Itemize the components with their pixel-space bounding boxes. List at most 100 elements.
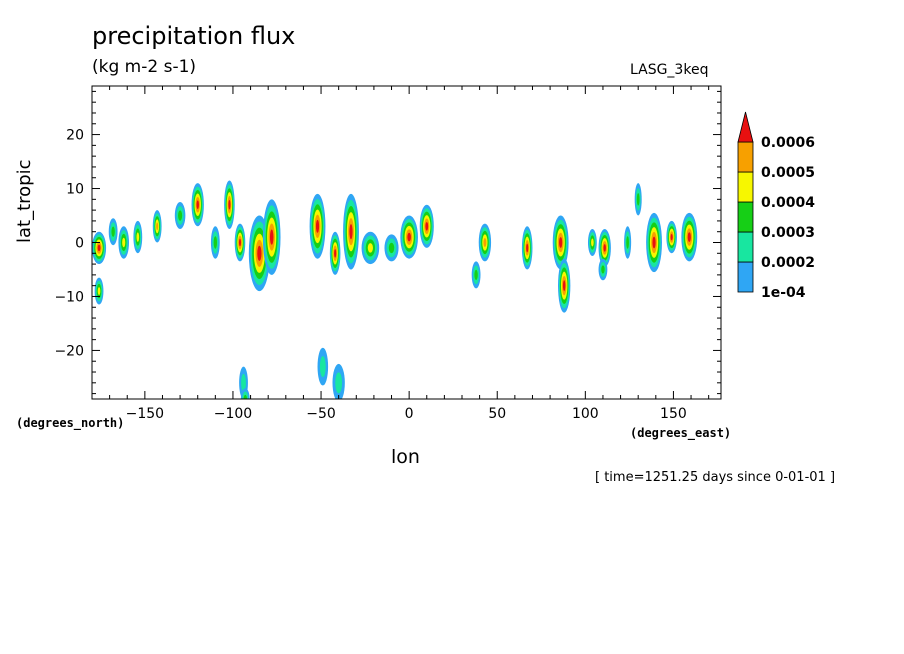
precip-cell <box>521 226 533 270</box>
x-tick-label: 50 <box>488 406 506 422</box>
precip-contour-level-5 <box>526 243 529 253</box>
colorbar-label: 0.0003 <box>761 225 815 241</box>
precip-contour-level-5 <box>407 232 411 242</box>
y-tick-label: 20 <box>66 128 84 144</box>
precip-cell <box>248 215 270 292</box>
precip-contour-level-2 <box>178 210 183 221</box>
precip-cell <box>419 204 434 248</box>
precip-cell <box>646 212 662 273</box>
precip-cell <box>174 202 186 230</box>
precip-cell <box>384 234 399 262</box>
precip-cell <box>309 193 326 259</box>
x-tick-label: −50 <box>306 406 336 422</box>
precip-cell <box>343 193 359 270</box>
y-tick-label: −10 <box>54 289 84 305</box>
precip-contour-level-5 <box>228 199 231 210</box>
precip-cell <box>224 180 235 230</box>
precip-contour-level-5 <box>652 236 656 249</box>
x-tick-label: 100 <box>572 406 599 422</box>
x-tick-label: −150 <box>126 406 164 422</box>
precip-cell <box>400 215 418 259</box>
colorbar-label: 0.0004 <box>761 195 815 211</box>
precip-contour-level-5 <box>257 245 262 261</box>
colorbar-label: 1e-04 <box>761 285 806 301</box>
time-annotation: [ time=1251.25 days since 0-01-01 ] <box>595 470 836 485</box>
x-tick-label: 150 <box>660 406 687 422</box>
precip-contour-level-5 <box>603 244 606 252</box>
colorbar-swatch <box>737 231 754 263</box>
precip-contour-level-5 <box>97 244 101 252</box>
precip-cell <box>598 258 608 281</box>
colorbar-swatch <box>737 141 754 173</box>
y-axis-units: (degrees_north) <box>16 416 125 430</box>
precip-contour-level-5 <box>559 237 563 248</box>
colorbar-extend-arrow <box>737 111 754 143</box>
precip-cell <box>94 277 104 305</box>
precip-cell <box>552 215 569 270</box>
precip-contour-level-5 <box>269 229 274 245</box>
x-axis-units: (degrees_east) <box>630 426 732 440</box>
precip-contour-level-1 <box>335 372 343 394</box>
precip-contour-level-4 <box>156 222 159 231</box>
precip-cell <box>262 199 281 275</box>
precip-cell <box>681 212 698 262</box>
precip-cell <box>152 210 162 243</box>
precip-contour-level-3 <box>97 287 101 296</box>
precip-contour-level-3 <box>136 232 140 242</box>
colorbar-swatch <box>737 261 754 293</box>
precip-contour-level-2 <box>111 226 115 237</box>
precip-cell <box>471 261 481 289</box>
chart-title: precipitation flux <box>92 22 296 50</box>
precip-cell <box>332 363 345 399</box>
precip-contour-level-2 <box>388 242 395 254</box>
precip-cell <box>210 226 220 259</box>
precip-cell <box>317 347 329 386</box>
colorbar: 1e-04 0.0002 0.0003 0.0004 0.0005 0.0006 <box>737 111 815 301</box>
colorbar-label: 0.0002 <box>761 255 815 271</box>
precip-cell <box>133 220 143 254</box>
precip-cell <box>92 231 107 265</box>
y-tick-label: −20 <box>54 343 84 359</box>
precip-cell <box>598 229 611 267</box>
precip-contour-level-3 <box>367 243 373 253</box>
plot-area <box>92 180 698 399</box>
colorbar-label: 0.0005 <box>761 165 815 181</box>
precip-contour-level-5 <box>687 232 691 242</box>
precip-cell <box>191 183 204 227</box>
precip-contour-level-5 <box>425 221 429 231</box>
precip-cell <box>478 223 492 262</box>
precip-contour-level-5 <box>315 219 320 233</box>
precip-contour-level-5 <box>196 200 199 210</box>
precip-contour-level-2 <box>213 236 218 249</box>
precip-contour-level-3 <box>591 238 594 247</box>
precip-contour-level-3 <box>122 237 126 248</box>
x-tick-label: −100 <box>214 406 252 422</box>
colorbar-swatch <box>737 201 754 233</box>
precip-cell <box>634 183 642 216</box>
precip-cell <box>234 223 246 262</box>
precip-cell <box>329 231 341 275</box>
precip-contour-level-2 <box>601 265 605 274</box>
precip-cell <box>240 388 250 399</box>
precip-cell <box>666 220 677 254</box>
colorbar-swatch <box>737 171 754 203</box>
precip-cell <box>118 226 129 259</box>
precip-cell <box>108 218 118 246</box>
precip-cell <box>587 229 597 256</box>
y-tick-label: 10 <box>66 182 84 198</box>
precip-contour-level-2 <box>626 236 629 249</box>
y-tick-label: 0 <box>75 236 84 252</box>
precip-contour-level-4 <box>483 238 487 247</box>
precip-cell <box>624 226 632 259</box>
x-axis-label: lon <box>391 446 420 468</box>
precip-contour-level-1 <box>241 373 246 392</box>
precip-contour-level-2 <box>636 193 640 206</box>
precip-contour-level-5 <box>334 248 337 258</box>
x-tick-label: 0 <box>405 406 414 422</box>
chart-units: (kg m-2 s-1) <box>92 57 197 77</box>
precip-contour-level-5 <box>238 238 242 247</box>
precip-contour-level-5 <box>670 233 673 241</box>
precip-contour-level-2 <box>474 269 478 281</box>
